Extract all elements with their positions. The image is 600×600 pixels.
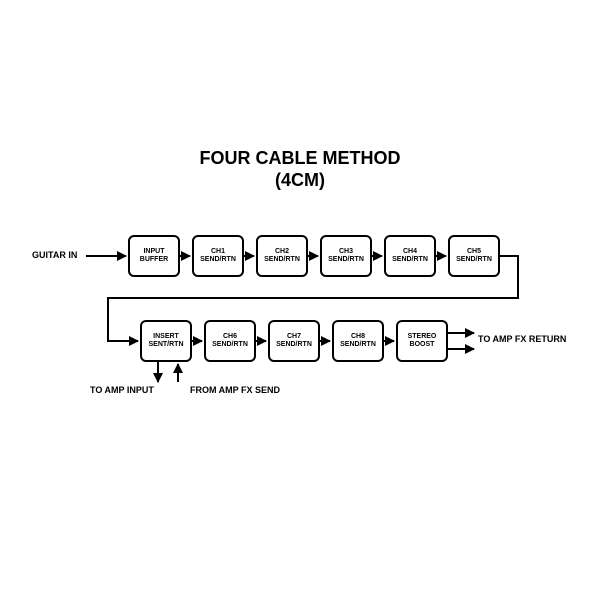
diagram-title-line1: FOUR CABLE METHOD <box>0 148 600 169</box>
node-text: CH1SEND/RTN <box>200 248 236 264</box>
node-text: CH4SEND/RTN <box>392 248 428 264</box>
node-stereo-boost: STEREOBOOST <box>396 320 448 362</box>
node-ch7: CH7SEND/RTN <box>268 320 320 362</box>
node-text: CH8SEND/RTN <box>340 333 376 349</box>
label-to-amp-input: TO AMP INPUT <box>90 385 154 395</box>
node-ch1: CH1SEND/RTN <box>192 235 244 277</box>
node-text: CH6SEND/RTN <box>212 333 248 349</box>
label-guitar-in: GUITAR IN <box>32 250 77 260</box>
label-to-amp-fx-return: TO AMP FX RETURN <box>478 334 566 344</box>
node-text: INPUTBUFFER <box>140 248 168 264</box>
node-text: CH5SEND/RTN <box>456 248 492 264</box>
diagram-title-line2: (4CM) <box>0 170 600 191</box>
flow-arrows <box>0 0 600 600</box>
node-ch6: CH6SEND/RTN <box>204 320 256 362</box>
node-insert: INSERTSENT/RTN <box>140 320 192 362</box>
node-ch2: CH2SEND/RTN <box>256 235 308 277</box>
node-ch5: CH5SEND/RTN <box>448 235 500 277</box>
node-text: STEREOBOOST <box>408 333 437 349</box>
node-ch3: CH3SEND/RTN <box>320 235 372 277</box>
node-ch8: CH8SEND/RTN <box>332 320 384 362</box>
node-text: INSERTSENT/RTN <box>149 333 184 349</box>
label-from-amp-fx-send: FROM AMP FX SEND <box>190 385 280 395</box>
node-text: CH3SEND/RTN <box>328 248 364 264</box>
node-text: CH7SEND/RTN <box>276 333 312 349</box>
node-input-buffer: INPUTBUFFER <box>128 235 180 277</box>
node-text: CH2SEND/RTN <box>264 248 300 264</box>
node-ch4: CH4SEND/RTN <box>384 235 436 277</box>
